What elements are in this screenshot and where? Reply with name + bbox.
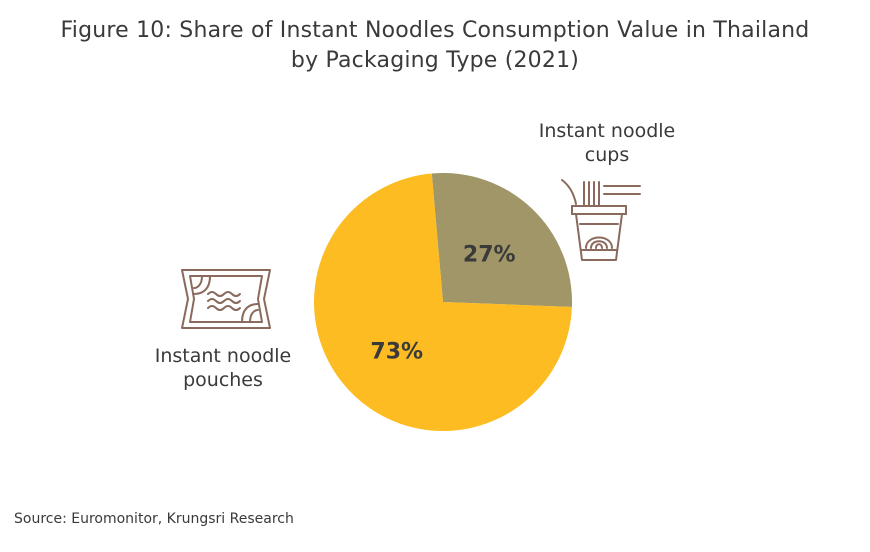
cups-label-line-1: Instant noodle <box>538 120 676 142</box>
chart-title-line-1: Figure 10: Share of Instant Noodles Cons… <box>60 18 810 43</box>
cups-label-line-2: cups <box>584 144 630 166</box>
pouches-label-line-1: Instant noodle <box>154 345 292 367</box>
pie-slice-cups <box>431 173 572 307</box>
cups-category-label: Instant noodle cups <box>502 119 712 167</box>
pie-slice-label-pouches: 73% <box>370 340 423 365</box>
chart-title-line-2: by Packaging Type (2021) <box>290 48 580 73</box>
pouches-category-label: Instant noodle pouches <box>118 344 328 392</box>
noodle-cup-icon <box>561 179 641 261</box>
noodle-pouch-icon <box>181 269 271 329</box>
pie-slice-label-cups: 27% <box>463 242 516 267</box>
chart-title: Figure 10: Share of Instant Noodles Cons… <box>0 16 870 76</box>
pouches-label-line-2: pouches <box>183 369 263 391</box>
source-note: Source: Euromonitor, Krungsri Research <box>14 511 294 527</box>
pie-slice-pouches <box>314 173 572 431</box>
